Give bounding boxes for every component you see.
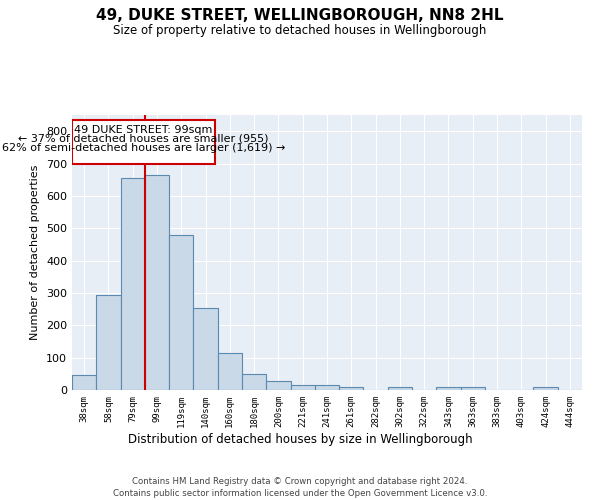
Bar xyxy=(72,120,215,164)
Text: Contains public sector information licensed under the Open Government Licence v3: Contains public sector information licen… xyxy=(113,489,487,498)
Text: Contains HM Land Registry data © Crown copyright and database right 2024.: Contains HM Land Registry data © Crown c… xyxy=(132,478,468,486)
Bar xyxy=(145,175,169,390)
Bar xyxy=(72,376,96,390)
Bar xyxy=(290,385,315,390)
Text: ← 37% of detached houses are smaller (955): ← 37% of detached houses are smaller (95… xyxy=(19,134,269,143)
Bar xyxy=(461,387,485,390)
Y-axis label: Number of detached properties: Number of detached properties xyxy=(31,165,40,340)
Bar xyxy=(436,387,461,390)
Bar xyxy=(96,295,121,390)
Bar xyxy=(193,308,218,390)
Bar xyxy=(388,388,412,390)
Text: 49 DUKE STREET: 99sqm: 49 DUKE STREET: 99sqm xyxy=(74,124,213,134)
Bar xyxy=(315,385,339,390)
Bar xyxy=(169,236,193,390)
Bar xyxy=(339,388,364,390)
Text: 49, DUKE STREET, WELLINGBOROUGH, NN8 2HL: 49, DUKE STREET, WELLINGBOROUGH, NN8 2HL xyxy=(96,8,504,22)
Text: 62% of semi-detached houses are larger (1,619) →: 62% of semi-detached houses are larger (… xyxy=(2,143,286,153)
Bar xyxy=(121,178,145,390)
Text: Distribution of detached houses by size in Wellingborough: Distribution of detached houses by size … xyxy=(128,432,472,446)
Bar xyxy=(242,374,266,390)
Bar xyxy=(266,382,290,390)
Bar xyxy=(533,388,558,390)
Bar xyxy=(218,353,242,390)
Text: Size of property relative to detached houses in Wellingborough: Size of property relative to detached ho… xyxy=(113,24,487,37)
